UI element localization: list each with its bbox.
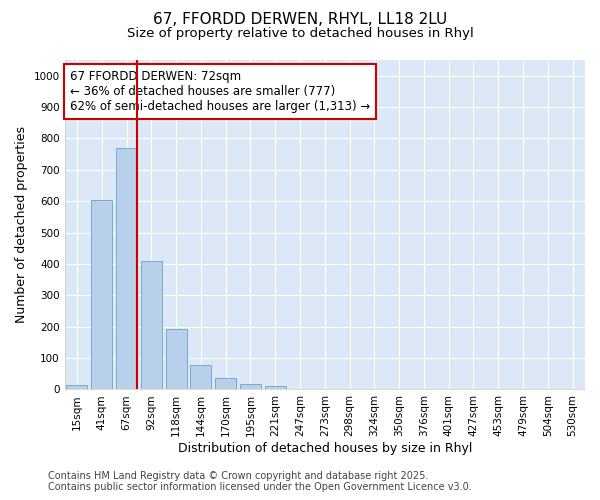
Text: Contains HM Land Registry data © Crown copyright and database right 2025.
Contai: Contains HM Land Registry data © Crown c…	[48, 471, 472, 492]
Bar	[240, 384, 261, 390]
X-axis label: Distribution of detached houses by size in Rhyl: Distribution of detached houses by size …	[178, 442, 472, 455]
Bar	[215, 378, 236, 390]
Text: Size of property relative to detached houses in Rhyl: Size of property relative to detached ho…	[127, 28, 473, 40]
Text: 67, FFORDD DERWEN, RHYL, LL18 2LU: 67, FFORDD DERWEN, RHYL, LL18 2LU	[153, 12, 447, 28]
Bar	[190, 365, 211, 390]
Bar	[289, 388, 311, 390]
Bar	[67, 385, 88, 390]
Bar	[91, 200, 112, 390]
Bar	[166, 329, 187, 390]
Y-axis label: Number of detached properties: Number of detached properties	[15, 126, 28, 323]
Bar	[141, 261, 162, 390]
Bar	[265, 386, 286, 390]
Text: 67 FFORDD DERWEN: 72sqm
← 36% of detached houses are smaller (777)
62% of semi-d: 67 FFORDD DERWEN: 72sqm ← 36% of detache…	[70, 70, 370, 113]
Bar	[116, 148, 137, 390]
